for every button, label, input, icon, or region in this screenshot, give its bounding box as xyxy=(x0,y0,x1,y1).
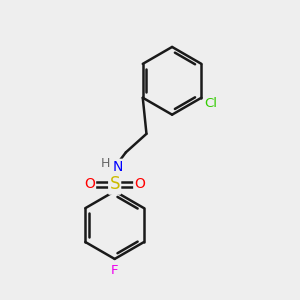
Text: N: N xyxy=(112,160,123,174)
Text: S: S xyxy=(110,176,120,194)
Text: O: O xyxy=(134,177,145,191)
Text: H: H xyxy=(100,157,110,170)
Text: O: O xyxy=(84,177,95,191)
Text: Cl: Cl xyxy=(205,97,218,110)
Text: F: F xyxy=(111,264,118,277)
